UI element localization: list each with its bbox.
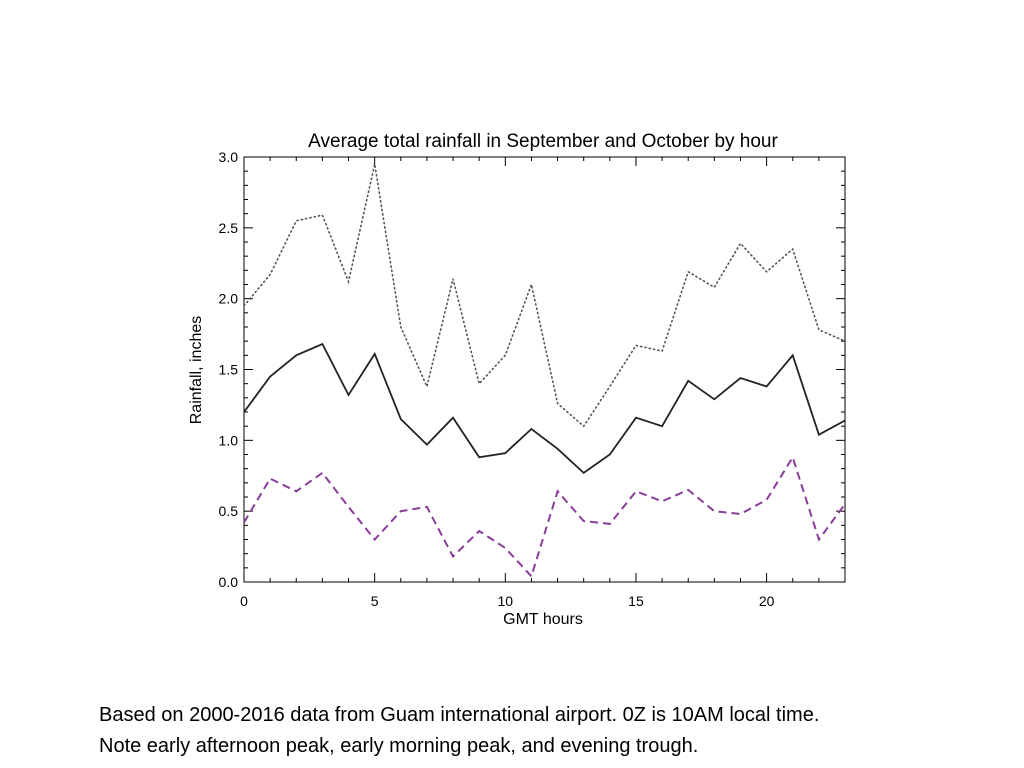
y-axis-label: Rainfall, inches xyxy=(188,316,205,425)
plot-frame xyxy=(243,156,846,583)
y-tick-label: 1.0 xyxy=(219,432,239,448)
x-tick-label: 10 xyxy=(498,593,514,609)
y-tick-label: 1.5 xyxy=(219,362,239,378)
y-tick-label: 2.5 xyxy=(219,220,239,236)
y-tick-label: 3.0 xyxy=(219,149,239,165)
x-tick-label: 5 xyxy=(371,593,379,609)
chart-title: Average total rainfall in September and … xyxy=(308,131,778,152)
y-tick-label: 0.0 xyxy=(219,574,239,590)
x-tick-label: 15 xyxy=(628,593,644,609)
y-tick-label: 0.5 xyxy=(219,503,239,519)
caption-line-2: Note early afternoon peak, early morning… xyxy=(99,735,699,757)
x-tick-label: 20 xyxy=(759,593,775,609)
series-line-dotted xyxy=(243,163,846,428)
x-axis: 0 5 10 15 20 xyxy=(240,157,846,609)
caption: Based on 2000-2016 data from Guam intern… xyxy=(99,700,999,762)
y-axis: 0.0 0.5 1.0 1.5 2.0 2.5 3.0 xyxy=(219,149,845,590)
x-axis-label: GMT hours xyxy=(503,611,583,628)
x-tick-label: 0 xyxy=(240,593,248,609)
series-line-solid xyxy=(243,342,846,475)
series-line-dashed xyxy=(243,454,846,579)
y-tick-label: 2.0 xyxy=(219,291,239,307)
series-group xyxy=(243,163,846,579)
caption-line-1: Based on 2000-2016 data from Guam intern… xyxy=(99,704,820,726)
